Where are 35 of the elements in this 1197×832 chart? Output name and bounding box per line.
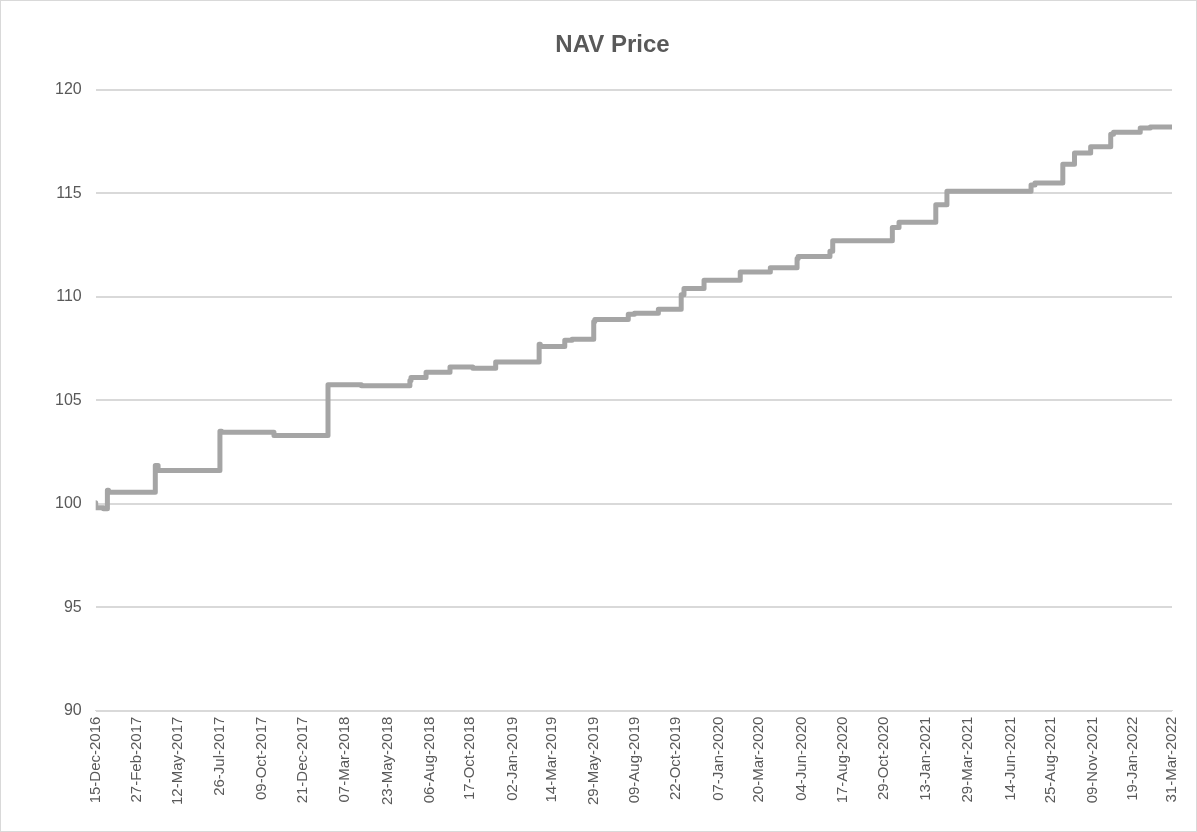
- x-tick-label: 07-Mar-2018: [334, 716, 352, 803]
- y-tick-label: 110: [56, 287, 82, 305]
- x-tick-label: 14-Mar-2019: [542, 716, 560, 803]
- x-tick-label: 09-Nov-2021: [1083, 716, 1101, 804]
- y-tick-label: 90: [63, 701, 82, 719]
- x-tick-label: 20-Mar-2020: [749, 716, 767, 803]
- x-tick-label: 06-Aug-2018: [419, 716, 437, 804]
- x-tick-label: 29-Oct-2020: [873, 716, 891, 801]
- x-tick-label: 13-Jan-2021: [915, 716, 933, 801]
- x-tick-label: 09-Oct-2017: [251, 716, 269, 801]
- x-tick-label: 12-May-2017: [168, 716, 186, 806]
- x-tick-label: 21-Dec-2017: [292, 716, 310, 804]
- x-tick-label: 14-Jun-2021: [1000, 716, 1018, 801]
- x-tick-label: 04-Jun-2020: [791, 716, 809, 801]
- x-tick-label: 23-May-2018: [377, 716, 395, 806]
- x-tick-label: 07-Jan-2020: [708, 716, 726, 801]
- x-tick-label: 29-Mar-2021: [957, 716, 975, 803]
- x-tick-label: 31-Mar-2022: [1162, 716, 1180, 803]
- x-tick-label: 09-Aug-2019: [624, 716, 642, 804]
- x-tick-label: 25-Aug-2021: [1040, 716, 1058, 804]
- y-tick-label: 95: [63, 597, 82, 615]
- chart-title: NAV Price: [555, 30, 670, 58]
- x-tick-label: 02-Jan-2019: [502, 716, 520, 801]
- x-tick-label: 26-Jul-2017: [210, 716, 228, 796]
- y-tick-label: 120: [54, 80, 82, 98]
- y-tick-label: 100: [54, 494, 82, 512]
- y-tick-label: 105: [54, 390, 82, 408]
- x-tick-label: 15-Dec-2016: [85, 716, 103, 804]
- x-tick-label: 19-Jan-2022: [1122, 716, 1140, 801]
- x-tick-label: 17-Aug-2020: [832, 716, 850, 804]
- y-tick-label: 115: [56, 183, 82, 201]
- x-tick-label: 22-Oct-2019: [665, 716, 683, 801]
- x-tick-label: 29-May-2019: [584, 716, 602, 806]
- x-tick-label: 27-Feb-2017: [127, 716, 145, 803]
- x-tick-label: 17-Oct-2018: [459, 716, 477, 801]
